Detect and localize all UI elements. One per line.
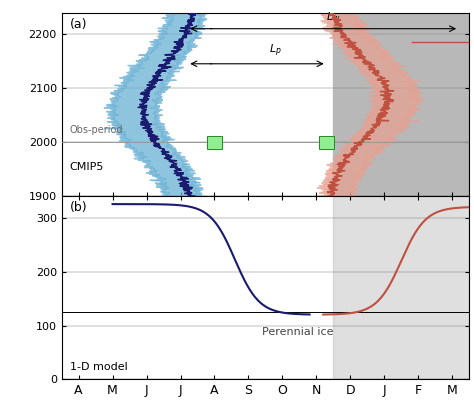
Text: $L_w$: $L_w$ [326, 10, 341, 24]
Text: (b): (b) [70, 201, 87, 214]
Text: Perennial ice: Perennial ice [262, 327, 334, 337]
Text: (a): (a) [70, 18, 87, 31]
Text: CMIP5: CMIP5 [70, 162, 104, 172]
Bar [319, 136, 334, 148]
Bar [333, 196, 469, 379]
Text: Obs-period: Obs-period [70, 126, 123, 136]
Bar [207, 136, 222, 148]
Text: 1-D model: 1-D model [70, 362, 128, 372]
Bar [333, 13, 469, 196]
Text: $L_p$: $L_p$ [269, 43, 282, 60]
